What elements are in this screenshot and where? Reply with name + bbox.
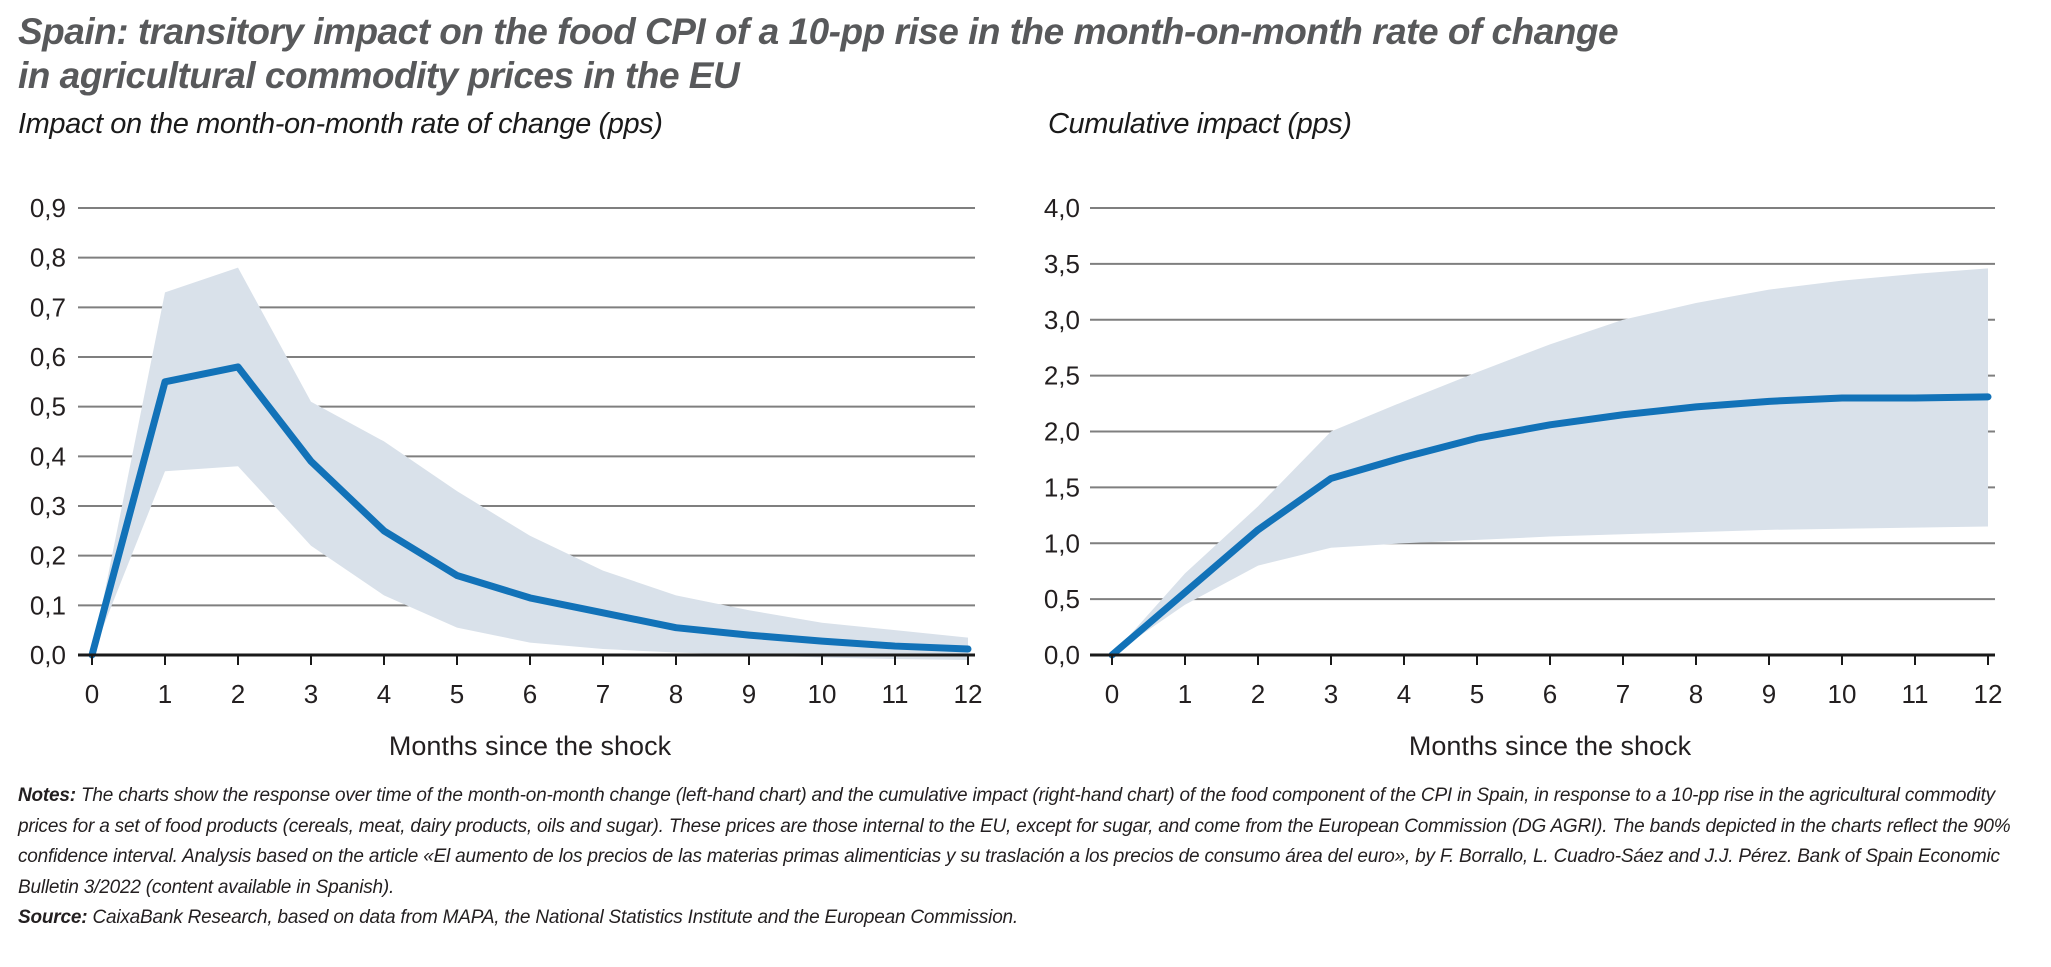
figure-source: Source: CaixaBank Research, based on dat…	[18, 903, 2040, 934]
right-chart-subtitle: Cumulative impact (pps)	[1048, 108, 1352, 140]
y-tick-label: 0,3	[30, 491, 66, 521]
x-tick-label: 6	[1543, 679, 1557, 709]
charts-canvas: 0,00,10,20,30,40,50,60,70,80,90 1 2 3 4 5 6 7 8 9…	[30, 193, 2003, 761]
y-tick-label: 0,1	[30, 590, 66, 620]
x-tick-label: 12	[954, 679, 983, 709]
x-axis-title: Months since the shock	[389, 731, 672, 761]
x-tick-label: 8	[669, 679, 683, 709]
y-tick-label: 0,2	[30, 541, 66, 571]
notes-label: Notes:	[18, 785, 76, 806]
figure-notes: Notes: The charts show the response over…	[18, 781, 2040, 903]
x-tick-label: 4	[1397, 679, 1411, 709]
y-tick-label: 1,5	[1044, 472, 1080, 502]
y-tick-label: 0,5	[30, 392, 66, 422]
y-tick-label: 0,8	[30, 243, 66, 273]
x-tick-label: 7	[1616, 679, 1630, 709]
left-chart-subtitle: Impact on the month-on-month rate of cha…	[18, 108, 663, 140]
x-tick-label: 11	[1902, 679, 1929, 709]
right-chart: 0,00,51,01,52,02,53,03,54,00 1 2 3 4 5 6 7 8 9 10 1…	[1044, 193, 2003, 761]
y-tick-label: 0,0	[1044, 640, 1080, 670]
y-tick-label: 2,0	[1044, 417, 1080, 447]
y-tick-label: 0,4	[30, 441, 66, 471]
y-tick-label: 4,0	[1044, 193, 1080, 223]
y-tick-label: 1,0	[1044, 528, 1080, 558]
x-tick-label: 3	[1324, 679, 1338, 709]
y-tick-label: 0,0	[30, 640, 66, 670]
x-tick-label: 5	[1470, 679, 1484, 709]
y-tick-label: 0,6	[30, 342, 66, 372]
x-tick-label: 10	[1828, 679, 1857, 709]
x-tick-label: 9	[742, 679, 756, 709]
x-tick-label: 1	[1178, 679, 1192, 709]
notes-text: The charts show the response over time o…	[18, 785, 2011, 898]
y-tick-label: 3,0	[1044, 305, 1080, 335]
x-tick-label: 1	[158, 679, 172, 709]
impact-line	[1108, 393, 1992, 659]
impact-line	[88, 363, 972, 659]
x-tick-label: 0	[85, 679, 99, 709]
x-tick-label: 0	[1105, 679, 1119, 709]
y-tick-label: 0,5	[1044, 584, 1080, 614]
confidence-band	[1112, 268, 1988, 655]
x-tick-label: 4	[377, 679, 391, 709]
figure-title-line2: in agricultural commodity prices in the …	[18, 55, 740, 96]
figure-title: Spain: transitory impact on the food CPI…	[18, 10, 1738, 98]
x-tick-label: 11	[882, 679, 909, 709]
source-label: Source:	[18, 907, 88, 928]
y-tick-label: 0,9	[30, 193, 66, 223]
x-tick-label: 7	[596, 679, 610, 709]
x-tick-label: 5	[450, 679, 464, 709]
y-tick-label: 3,5	[1044, 249, 1080, 279]
x-tick-label: 6	[523, 679, 537, 709]
confidence-band	[92, 267, 968, 660]
y-tick-label: 2,5	[1044, 361, 1080, 391]
x-tick-label: 8	[1689, 679, 1703, 709]
left-chart: 0,00,10,20,30,40,50,60,70,80,90 1 2 3 4 5 6 7 8 9…	[30, 193, 983, 761]
x-tick-label: 2	[231, 679, 245, 709]
x-tick-label: 10	[808, 679, 837, 709]
x-tick-label: 9	[1762, 679, 1776, 709]
y-tick-label: 0,7	[30, 292, 66, 322]
x-tick-label: 3	[304, 679, 318, 709]
x-tick-label: 12	[1974, 679, 2003, 709]
x-tick-label: 2	[1251, 679, 1265, 709]
x-axis-title: Months since the shock	[1409, 731, 1692, 761]
source-text: CaixaBank Research, based on data from M…	[92, 907, 1019, 928]
figure-title-line1: Spain: transitory impact on the food CPI…	[18, 11, 1619, 52]
